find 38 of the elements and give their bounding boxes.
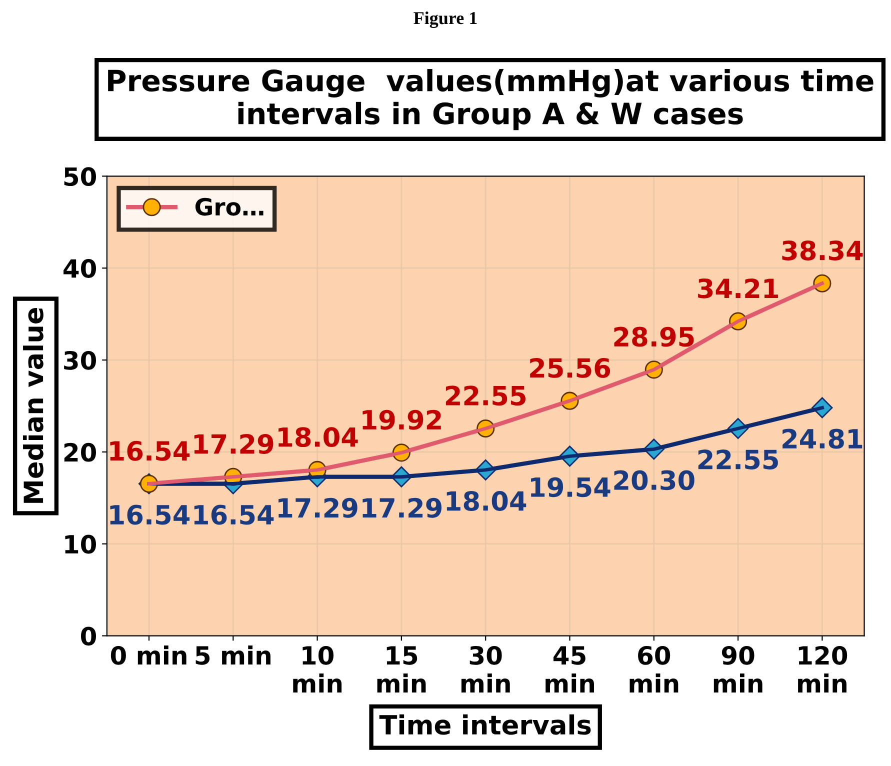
data-label: 17.29 — [278, 498, 358, 518]
y-axis-title: Median value — [22, 308, 44, 503]
data-label: 38.34 — [782, 240, 863, 260]
y-tick-label: 0 — [81, 626, 96, 646]
data-label: 17.29 — [362, 498, 442, 518]
data-label: 16.54 — [110, 440, 190, 461]
data-label: 16.54 — [194, 504, 274, 525]
x-tick-label: 10 min — [293, 646, 342, 692]
data-label: 22.55 — [446, 386, 526, 406]
data-label: 24.81 — [782, 428, 862, 449]
data-label: 22.55 — [698, 450, 778, 470]
data-label: 19.92 — [362, 410, 441, 430]
data-label: 17.29 — [194, 434, 274, 454]
x-axis-title: Time intervals — [379, 714, 591, 735]
x-tick-label: 15 min — [377, 646, 426, 692]
x-tick-label: 0 min — [110, 646, 186, 665]
data-label: 28.95 — [614, 326, 694, 347]
y-tick-label: 20 — [64, 442, 96, 462]
caption: Figure 1 — [414, 11, 477, 28]
x-tick-label: 60 min — [630, 646, 678, 692]
y-tick-label: 30 — [64, 350, 96, 370]
data-label: 25.56 — [530, 358, 610, 378]
x-tick-label: 30 min — [461, 646, 510, 692]
data-label: 16.54 — [110, 504, 190, 525]
data-label: 34.21 — [698, 278, 778, 298]
x-tick-label: 90 min — [714, 646, 762, 692]
chart-title: Pressure Gauge values(mmHg)at various time intervals in Group A & W cases — [108, 69, 874, 130]
legend-label: Gro… — [195, 198, 264, 216]
x-tick-label: 45 min — [546, 646, 594, 692]
data-label: 19.54 — [530, 477, 610, 498]
x-tick-label: 120 min — [798, 646, 848, 692]
y-tick-label: 50 — [64, 167, 96, 186]
y-tick-label: 10 — [65, 534, 96, 554]
data-label: 18.04 — [446, 490, 526, 511]
data-label: 18.04 — [278, 427, 358, 448]
data-label: 20.30 — [614, 470, 694, 490]
x-tick-label: 5 min — [196, 646, 270, 665]
y-tick-label: 40 — [64, 259, 96, 278]
